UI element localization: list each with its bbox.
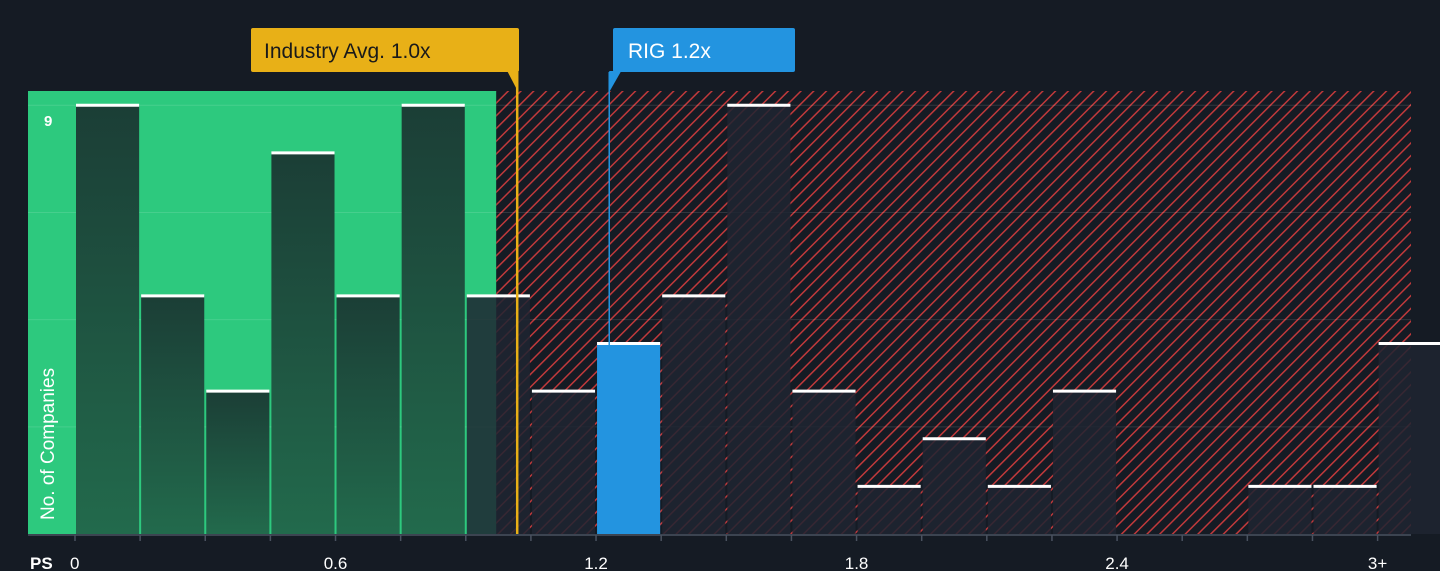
histogram-bar <box>857 486 921 534</box>
histogram-bar <box>792 391 856 534</box>
histogram-bar <box>1052 391 1117 534</box>
histogram-bar <box>662 295 726 534</box>
histogram-bar <box>336 295 400 534</box>
histogram-bar <box>1313 486 1377 534</box>
histogram-bar-company <box>597 343 661 534</box>
histogram-bar <box>76 105 140 535</box>
x-tick-label: 1.8 <box>845 554 869 571</box>
x-tick-label: 3+ <box>1368 554 1387 571</box>
histogram-bar <box>922 438 986 534</box>
histogram-bar <box>727 105 791 535</box>
company-label: RIG 1.2x <box>628 40 711 63</box>
x-axis-tick-labels: 0 0.6 1.2 1.8 2.4 3+ <box>70 554 1387 571</box>
industry-average-pointer <box>507 71 519 92</box>
industry-average-callout: Industry Avg. 1.0x <box>251 28 519 92</box>
histogram-bar <box>206 391 270 534</box>
histogram-bar <box>531 391 596 534</box>
histogram-bar <box>141 295 205 534</box>
company-label-box <box>613 28 795 72</box>
x-tick-label: 2.4 <box>1105 554 1129 571</box>
x-axis-ticks <box>74 535 1379 541</box>
histogram-bars <box>76 103 1440 535</box>
x-tick-label: 1.2 <box>584 554 608 571</box>
histogram-bar <box>401 105 465 535</box>
industry-average-label-box <box>251 28 519 72</box>
histogram-bar <box>466 295 530 534</box>
x-tick-label: 0.6 <box>324 554 348 571</box>
industry-average-label: Industry Avg. 1.0x <box>264 40 431 63</box>
y-axis-label: No. of Companies <box>38 368 59 520</box>
histogram-bar <box>987 486 1051 534</box>
company-callout: RIG 1.2x <box>609 28 795 92</box>
x-axis-label: PS <box>30 554 53 571</box>
histogram-bar <box>271 152 335 534</box>
company-pointer <box>609 71 622 92</box>
histogram-bar <box>1378 343 1440 534</box>
x-tick-label: 0 <box>70 554 79 571</box>
histogram-bar <box>1248 486 1312 534</box>
y-axis-top-tick-label: 9 <box>44 113 52 130</box>
